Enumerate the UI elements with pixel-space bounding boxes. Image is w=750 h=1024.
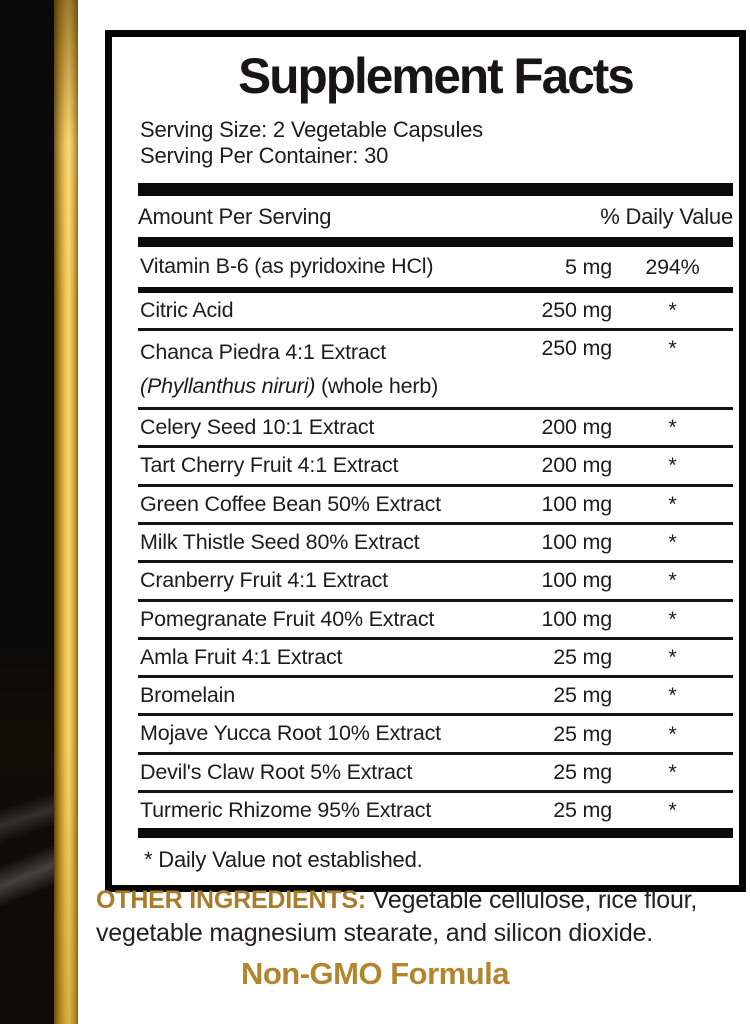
ingredient-rows: Citric Acid 250 mg * Chanca Piedra 4:1 E… — [138, 293, 733, 828]
table-row: Amla Fruit 4:1 Extract 25 mg * — [138, 640, 733, 679]
table-row: Mojave Yucca Root 10% Extract 25 mg * — [138, 716, 733, 755]
supplement-facts-panel: Supplement Facts Serving Size: 2 Vegetab… — [105, 30, 746, 893]
table-row: Turmeric Rhizome 95% Extract 25 mg * — [138, 793, 733, 828]
ingredient-name: Devil's Claw Root 5% Extract — [140, 759, 413, 784]
other-ingredients-line2: vegetable magnesium stearate, and silico… — [96, 919, 654, 947]
ingredient-daily-value: 294% — [645, 254, 700, 279]
ingredient-amount: 25 mg — [553, 644, 612, 669]
other-ingredients-line1-rest: Vegetable cellulose, rice flour, — [366, 886, 698, 914]
panel-title: Supplement Facts — [238, 48, 635, 104]
table-row: Pomegranate Fruit 40% Extract 100 mg * — [138, 602, 733, 640]
serving-size: Serving Size: 2 Vegetable Capsules — [140, 117, 483, 142]
other-ingredients-heading: OTHER INGREDIENTS: — [96, 886, 367, 914]
ingredient-amount: 25 mg — [553, 798, 612, 823]
ingredient-daily-value: * — [668, 644, 677, 669]
ingredient-latin-name: (Phyllanthus niruri) (whole herb) — [140, 373, 439, 398]
ingredient-name: Amla Fruit 4:1 Extract — [140, 644, 343, 669]
table-row-vitamin-b6: Vitamin B-6 (as pyridoxine HCl) 5 mg 294… — [138, 247, 733, 287]
ingredient-amount: 200 mg — [541, 415, 612, 440]
ingredient-name: Turmeric Rhizome 95% Extract — [140, 798, 432, 823]
ingredient-amount: 25 mg — [553, 759, 612, 784]
table-row: Tart Cherry Fruit 4:1 Extract 200 mg * — [138, 448, 733, 487]
ingredient-amount: 250 mg — [541, 336, 612, 361]
ingredient-amount: 25 mg — [553, 721, 612, 746]
ingredient-name: Milk Thistle Seed 80% Extract — [140, 529, 420, 554]
table-row: Celery Seed 10:1 Extract 200 mg * — [138, 410, 733, 449]
servings-per-container: Serving Per Container: 30 — [140, 143, 389, 168]
ingredient-daily-value: * — [668, 336, 677, 361]
other-ingredients-line1: OTHER INGREDIENTS: Vegetable cellulose, … — [96, 884, 748, 917]
ingredient-name: Vitamin B-6 (as pyridoxine HCl) — [140, 254, 434, 279]
divider-thick-bottom — [138, 828, 733, 839]
ingredient-daily-value: * — [668, 606, 677, 631]
ingredient-daily-value: * — [668, 298, 677, 323]
ingredient-daily-value: * — [668, 721, 677, 746]
serving-info: Serving Size: 2 Vegetable Capsules Servi… — [140, 117, 733, 169]
ingredient-daily-value: * — [668, 415, 677, 440]
left-black-strip — [0, 0, 54, 1024]
ingredient-daily-value: * — [668, 759, 677, 784]
table-row: Green Coffee Bean 50% Extract 100 mg * — [138, 487, 733, 525]
table-header-row: Amount Per Serving % Daily Value — [138, 196, 733, 237]
ingredient-amount: 100 mg — [541, 568, 612, 593]
table-row: Chanca Piedra 4:1 Extract (Phyllanthus n… — [138, 331, 733, 410]
divider-medium — [138, 287, 733, 293]
table-row: Bromelain 25 mg * — [138, 678, 733, 717]
ingredient-name: Citric Acid — [140, 298, 234, 322]
divider-below-header — [138, 237, 733, 247]
ingredient-name: Chanca Piedra 4:1 Extract — [140, 340, 386, 365]
ingredient-daily-value: * — [668, 568, 677, 593]
ingredient-name: Pomegranate Fruit 40% Extract — [140, 606, 435, 631]
ingredient-daily-value: * — [668, 530, 677, 555]
ingredient-name: Cranberry Fruit 4:1 Extract — [140, 568, 388, 593]
divider-thick-top — [138, 183, 733, 196]
table-row: Cranberry Fruit 4:1 Extract 100 mg * — [138, 563, 733, 602]
ingredient-amount: 200 mg — [541, 453, 612, 478]
header-amount-per-serving: Amount Per Serving — [138, 203, 332, 229]
ingredient-name: Celery Seed 10:1 Extract — [140, 414, 375, 439]
table-row: Milk Thistle Seed 80% Extract 100 mg * — [138, 525, 733, 564]
ingredient-amount: 25 mg — [553, 683, 612, 708]
ingredient-amount: 5 mg — [565, 254, 612, 279]
table-row: Citric Acid 250 mg * — [138, 293, 733, 332]
silk-texture-decoration — [0, 700, 54, 1024]
ingredient-daily-value: * — [668, 491, 677, 516]
ingredient-name: Green Coffee Bean 50% Extract — [140, 491, 441, 516]
gold-stripe-decoration — [54, 0, 78, 1024]
ingredient-amount: 100 mg — [541, 606, 612, 631]
daily-value-footnote: * Daily Value not established. — [144, 847, 423, 873]
ingredient-amount: 100 mg — [541, 491, 612, 516]
ingredient-amount: 100 mg — [541, 530, 612, 555]
ingredient-name: Tart Cherry Fruit 4:1 Extract — [140, 453, 399, 478]
ingredient-daily-value: * — [668, 683, 677, 708]
ingredient-name: Mojave Yucca Root 10% Extract — [140, 721, 441, 746]
non-gmo-formula-text: Non-GMO Formula — [240, 956, 510, 991]
ingredient-amount: 250 mg — [541, 298, 612, 323]
ingredient-daily-value: * — [668, 798, 677, 823]
other-ingredients: OTHER INGREDIENTS: Vegetable cellulose, … — [96, 884, 748, 950]
ingredient-daily-value: * — [668, 453, 677, 478]
ingredient-name: Bromelain — [140, 683, 235, 708]
header-daily-value: % Daily Value — [600, 203, 733, 229]
table-row: Devil's Claw Root 5% Extract 25 mg * — [138, 755, 733, 794]
